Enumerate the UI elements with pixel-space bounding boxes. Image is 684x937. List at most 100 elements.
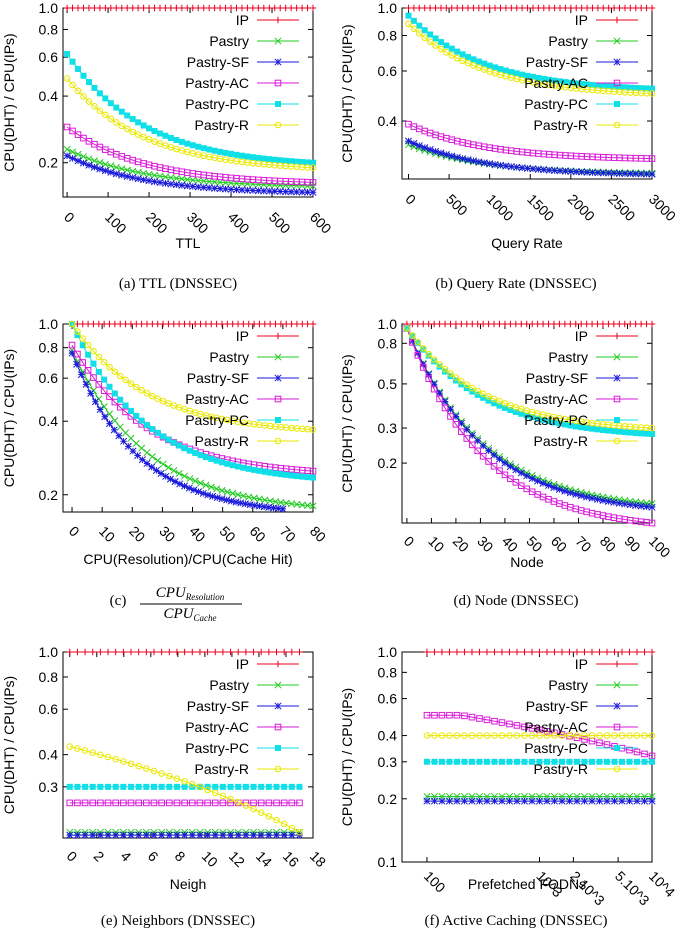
data-point [443, 42, 450, 49]
data-point [572, 490, 580, 498]
data-point [188, 799, 196, 807]
data-point [134, 175, 142, 183]
data-point [242, 648, 250, 656]
data-point [581, 732, 588, 739]
data-point [235, 648, 242, 656]
data-point [535, 797, 544, 805]
data-point [610, 4, 618, 12]
data-point [79, 320, 86, 328]
data-point [154, 395, 162, 403]
data-point [610, 498, 618, 506]
data-point [437, 39, 444, 46]
data-point [162, 4, 169, 12]
legend-label: IP [575, 12, 588, 28]
data-point [490, 395, 498, 403]
y-axis-label: CPU(DHT) / CPU(IPs) [339, 24, 355, 162]
data-point [173, 783, 180, 790]
data-point [556, 167, 564, 175]
data-point [486, 4, 493, 12]
data-point [490, 462, 498, 470]
data-point [255, 502, 264, 510]
data-point [610, 169, 618, 177]
data-point [79, 359, 87, 366]
data-point [309, 502, 317, 510]
y-tick-label: 0.4 [39, 413, 59, 429]
data-point [227, 185, 235, 193]
data-point [491, 732, 498, 739]
data-point [599, 169, 607, 177]
data-point [446, 648, 453, 656]
data-point [610, 797, 619, 805]
data-point [588, 320, 596, 328]
data-point [507, 163, 515, 171]
data-point [228, 150, 235, 157]
data-point [518, 320, 525, 328]
data-point [200, 183, 208, 191]
data-point [120, 758, 127, 765]
data-point [161, 179, 170, 187]
legend: IP Pastry Pastry-SF Pastry-AC Pastry-PC Pastr… [524, 12, 638, 133]
legend-marker [613, 395, 621, 403]
data-point [546, 76, 553, 83]
data-point [218, 459, 225, 466]
data-point [118, 122, 126, 130]
data-point [265, 783, 272, 790]
data-point [120, 437, 128, 445]
legend: IP Pastry Pastry-SF Pastry-AC Pastry-PC Pastr… [185, 328, 299, 449]
data-point [512, 408, 519, 415]
data-point [427, 31, 434, 38]
data-point [158, 648, 165, 656]
data-point [276, 181, 284, 189]
data-point [573, 734, 581, 742]
data-point [468, 648, 476, 656]
data-point [603, 732, 611, 739]
data-point [77, 371, 85, 379]
data-point [288, 783, 295, 790]
data-point [104, 831, 112, 839]
data-point [257, 831, 265, 839]
data-point [616, 320, 623, 328]
data-point [143, 390, 151, 397]
data-point [648, 732, 656, 739]
data-point [621, 500, 629, 508]
x-tick-label: 0 [66, 523, 83, 540]
data-point [581, 648, 588, 656]
data-point [250, 783, 257, 790]
legend-marker [274, 702, 282, 710]
data-point [156, 4, 164, 12]
data-point [414, 349, 422, 357]
data-point [239, 492, 247, 500]
data-point [162, 472, 170, 480]
data-point [205, 4, 213, 12]
data-point [483, 716, 491, 724]
legend-label: Pastry-R [534, 761, 588, 777]
x-tick-label: 12 [226, 848, 248, 870]
data-point [567, 4, 575, 12]
data-point [545, 320, 552, 328]
data-point [107, 168, 115, 176]
data-point [105, 410, 114, 418]
data-point [528, 725, 536, 732]
data-point [166, 772, 173, 780]
data-point [85, 155, 93, 163]
data-point [184, 4, 191, 12]
legend-marker [613, 37, 621, 45]
data-point [143, 449, 151, 457]
legend-marker [613, 374, 621, 382]
data-point [257, 648, 265, 656]
data-point [414, 340, 421, 347]
data-point [196, 783, 204, 791]
x-axis-label: Neigh [170, 876, 207, 892]
data-point [74, 648, 81, 656]
data-point [213, 494, 221, 502]
data-point [89, 648, 96, 656]
data-point [69, 4, 76, 12]
data-point [74, 157, 82, 165]
y-tick-label: 0.8 [378, 28, 398, 44]
data-point [476, 758, 483, 765]
data-point [513, 732, 521, 739]
data-point [74, 783, 81, 790]
data-point [446, 711, 453, 719]
x-tick-label: 200 [143, 209, 171, 237]
legend-marker [274, 437, 282, 445]
